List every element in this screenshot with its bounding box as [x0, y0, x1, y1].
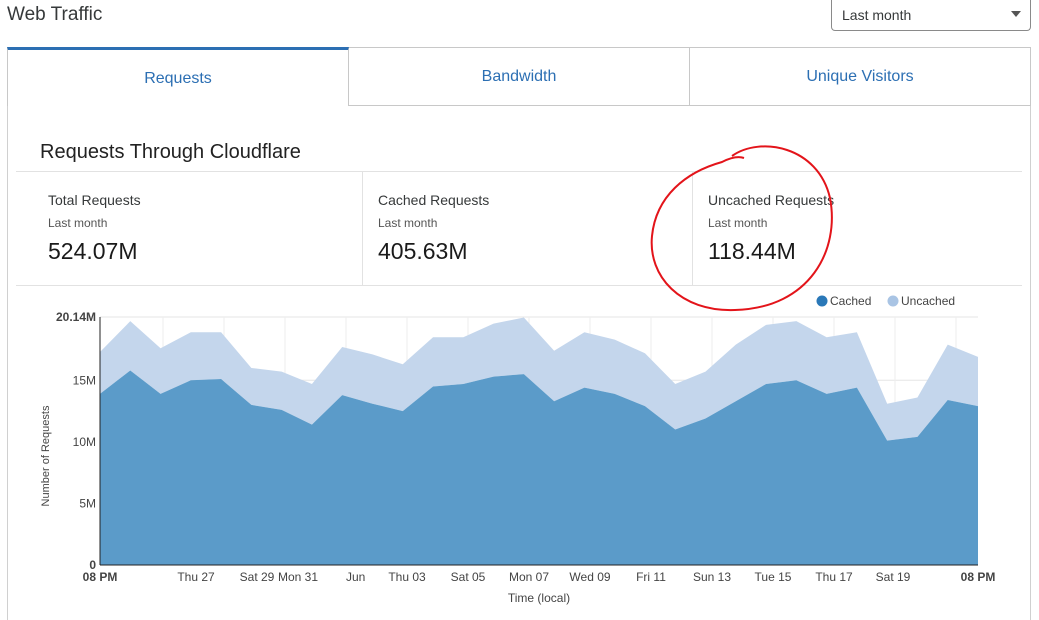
section-title: Requests Through Cloudflare [40, 141, 301, 163]
x-tick-label: Sat 19 [876, 570, 911, 584]
stat-value: 405.63M [378, 238, 468, 264]
x-tick-label: Sat 05 [451, 570, 486, 584]
stat-label: Total Requests [48, 192, 141, 208]
tab-bandwidth[interactable]: Bandwidth [349, 47, 690, 106]
x-tick-label: Wed 09 [569, 570, 610, 584]
tab-unique-visitors[interactable]: Unique Visitors [690, 47, 1031, 106]
uncached-area [100, 317, 978, 441]
x-tick-label: Tue 15 [755, 570, 792, 584]
y-tick-label: 0 [89, 558, 96, 572]
x-tick-label: Jun [346, 570, 365, 584]
x-tick-label: Thu 17 [815, 570, 853, 584]
stats-row: Total Requests Last month 524.07M Cached… [16, 171, 1022, 286]
traffic-tabs: Requests Bandwidth Unique Visitors [7, 47, 1031, 106]
legend-swatch [816, 295, 828, 307]
legend-label: Cached [830, 294, 871, 308]
requests-area-chart: 0 5M 10M 15M 20.14M 08 PM Thu 27 Sat 29 Mon 31 Ju… [40, 294, 996, 605]
stat-label: Cached Requests [378, 192, 490, 208]
y-tick-label: 5M [79, 496, 96, 510]
cached-area [100, 370, 978, 565]
x-tick-label: Thu 03 [388, 570, 426, 584]
x-tick-label: Sat 29 [240, 570, 275, 584]
page-title: Web Traffic [7, 4, 103, 25]
stat-total-requests: Total Requests Last month 524.07M [16, 172, 362, 285]
x-tick-label: Mon 31 [278, 570, 318, 584]
chevron-down-icon [1011, 11, 1021, 17]
x-tick-label: 08 PM [83, 570, 118, 584]
stat-value: 524.07M [48, 238, 138, 264]
stat-uncached-requests: Uncached Requests Last month 118.44M [692, 172, 1022, 285]
x-tick-label: 08 PM [961, 570, 996, 584]
y-axis-title: Number of Requests [40, 405, 52, 506]
stat-value: 118.44M [708, 238, 796, 264]
stat-period: Last month [378, 216, 438, 230]
tab-requests[interactable]: Requests [7, 47, 349, 106]
x-tick-label: Mon 07 [509, 570, 549, 584]
date-range-value: Last month [842, 7, 912, 23]
y-tick-label: 20.14M [56, 310, 96, 324]
traffic-panel [7, 47, 1031, 620]
date-range-select[interactable]: Last month [831, 0, 1031, 31]
legend-label: Uncached [901, 294, 955, 308]
stat-period: Last month [48, 216, 108, 230]
stat-cached-requests: Cached Requests Last month 405.63M [362, 172, 692, 285]
x-tick-label: Thu 27 [177, 570, 215, 584]
legend-swatch [887, 295, 899, 307]
x-tick-label: Fri 11 [636, 570, 666, 584]
stat-label: Uncached Requests [708, 192, 835, 208]
y-tick-label: 15M [73, 373, 96, 387]
y-tick-label: 10M [73, 435, 96, 449]
x-tick-label: Sun 13 [693, 570, 731, 584]
x-axis-title: Time (local) [508, 591, 570, 605]
stat-period: Last month [708, 216, 768, 230]
